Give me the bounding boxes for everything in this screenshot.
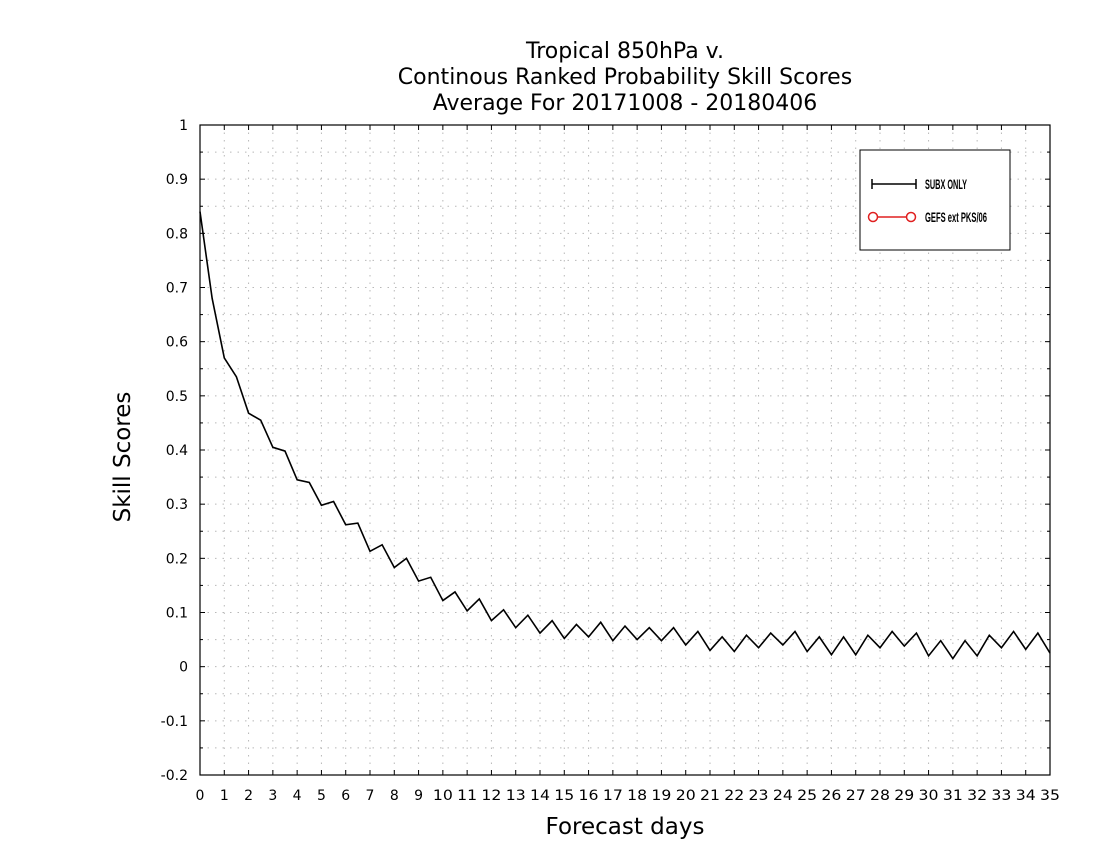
y-tick-label: 0.9 [166,172,188,188]
y-axis: -0.2 -0.1 0 0.1 0.2 0.3 0.4 0.5 0.6 0.7 0.8 0.9 1 [161,118,1050,784]
legend-label-gefs: GEFS ext PKS/06 [925,209,987,225]
x-tick-label: 12 [481,788,501,804]
x-tick-label: 23 [749,788,769,804]
x-tick-label: 26 [821,788,841,804]
x-tick-label: 17 [603,788,623,804]
y-axis-label: Skill Scores [110,392,136,523]
y-tick-label: 0.1 [166,606,188,622]
x-tick-label: 35 [1040,788,1060,804]
chart-title-line-1: Tropical 850hPa v. [525,39,724,64]
x-tick-label: 5 [317,788,326,804]
x-tick-label: 25 [797,788,817,804]
x-tick-label: 24 [773,788,793,804]
series-line-0 [199,211,1051,660]
legend-circle-marker-left [867,211,879,223]
x-tick-label: 22 [724,788,744,804]
x-tick-label: 30 [919,788,939,804]
x-tick-label: 29 [894,788,914,804]
x-tick-label: 1 [220,788,229,804]
chart-title-line-2: Continous Ranked Probability Skill Score… [398,65,852,90]
x-tick-label: 0 [196,788,205,804]
legend: SUBX ONLY GEFS ext PKS/06 [859,149,1011,251]
x-tick-label: 27 [846,788,866,804]
legend-plus-marker [871,179,917,189]
y-tick-label: 0.8 [166,226,188,242]
x-tick-label: 14 [530,788,550,804]
y-tick-label: 0 [179,660,188,676]
x-tick-label: 13 [506,788,526,804]
x-tick-label: 6 [341,788,350,804]
x-tick-label: 7 [366,788,375,804]
x-tick-label: 11 [457,788,477,804]
x-tick-label: 15 [554,788,574,804]
x-tick-label: 19 [651,788,671,804]
chart-title-line-3: Average For 20171008 - 20180406 [433,91,818,116]
x-tick-label: 2 [244,788,253,804]
x-tick-label: 3 [268,788,277,804]
y-tick-label: 0.6 [166,335,188,351]
x-axis: 0 1 2 3 4 5 6 7 8 9 10 11 12 13 14 15 16 17 18 19 20 21 22 23 24… [196,125,1060,804]
y-tick-label: 0.3 [166,497,188,513]
y-tick-label: 0.7 [166,281,188,297]
x-tick-label: 10 [433,788,453,804]
y-tick-label: 0.2 [166,551,188,567]
x-tick-label: 8 [390,788,399,804]
legend-label-subx: SUBX ONLY [925,176,967,192]
x-tick-label: 28 [870,788,890,804]
x-tick-label: 16 [579,788,599,804]
legend-box [859,149,1011,251]
x-tick-label: 33 [991,788,1011,804]
x-tick-label: 9 [414,788,423,804]
x-tick-label: 4 [293,788,302,804]
legend-circle-marker-right [905,211,917,223]
x-tick-label: 18 [627,788,647,804]
x-axis-label: Forecast days [546,814,705,840]
y-tick-label: 0.5 [166,389,188,405]
x-tick-label: 31 [943,788,963,804]
x-tick-label: 20 [676,788,696,804]
y-tick-label: 1 [179,118,188,134]
series-lines [199,211,1051,660]
x-tick-label: 34 [1016,788,1036,804]
x-tick-label: 21 [700,788,720,804]
y-tick-label: -0.2 [161,768,188,784]
y-tick-label: 0.4 [166,443,188,459]
x-tick-label: 32 [967,788,987,804]
y-tick-label: -0.1 [161,714,188,730]
